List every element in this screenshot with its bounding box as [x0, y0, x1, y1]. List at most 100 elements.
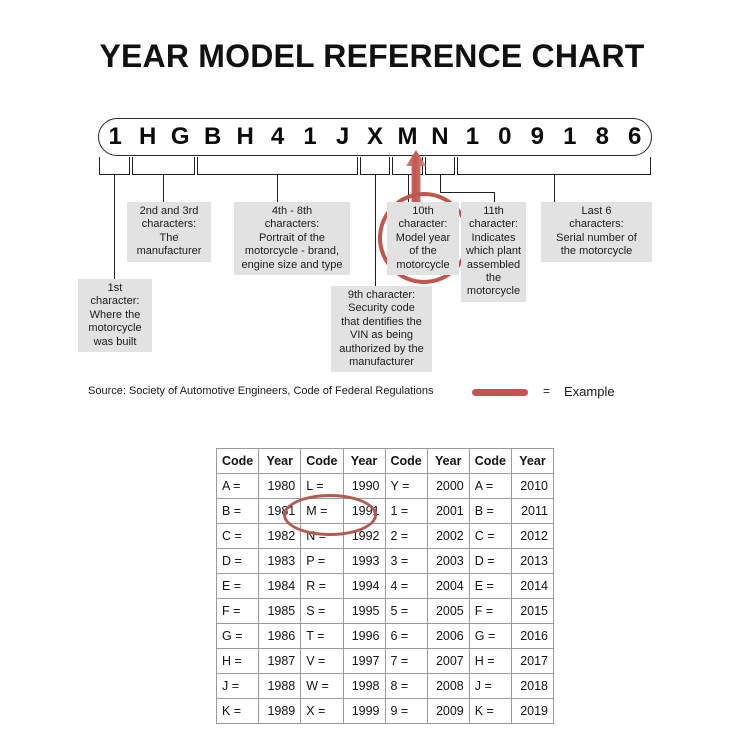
vin-char-11: N — [431, 123, 449, 150]
table-cell-r5-c5: 4 = — [384, 573, 428, 599]
table-cell-r2-c5: 1 = — [384, 498, 428, 524]
note-last6: Last 6 characters: Serial number of the mot… — [541, 202, 652, 262]
table-row: J = 1988 W = 1998 8 = 2008 J = 2018 — [215, 673, 554, 699]
table-cell-r2-c6: 2001 — [426, 498, 470, 524]
table-cell-r4-c2: 1983 — [258, 548, 302, 574]
bracket-char-4-8 — [196, 157, 358, 175]
table-cell-r2-c8: 2011 — [511, 498, 554, 524]
vin-char-12: 1 — [465, 123, 480, 150]
vin-char-7: 1 — [303, 123, 317, 150]
table-header-code-1: Code — [215, 448, 260, 474]
table-cell-r9-c3: W = — [300, 673, 344, 699]
table-cell-r2-c4: 1991 — [342, 498, 386, 524]
example-legend-equals: = — [543, 384, 551, 398]
table-cell-r4-c5: 3 = — [384, 548, 428, 574]
note-char11: 11th character: Indicates which plant assemb… — [461, 202, 526, 302]
note-char10: 10th character: Model year of the motorcycle — [387, 202, 459, 276]
table-cell-r1-c5: Y = — [384, 473, 428, 499]
table-cell-r10-c6: 2009 — [426, 698, 470, 724]
table-cell-r5-c6: 2004 — [426, 573, 470, 599]
vin-char-1: 1 — [108, 123, 122, 150]
table-cell-r9-c2: 1988 — [258, 673, 302, 699]
example-legend-label: Example — [564, 384, 615, 399]
table-row: C = 1982 N = 1992 2 = 2002 C = 2012 — [215, 523, 554, 549]
table-cell-r8-c1: H = — [215, 648, 260, 674]
table-cell-r1-c6: 2000 — [426, 473, 470, 499]
table-row: A = 1980 L = 1990 Y = 2000 A = 2010 — [215, 473, 554, 499]
table-cell-r2-c1: B = — [215, 498, 260, 524]
table-header-year-4: Year — [511, 448, 554, 474]
leader-char-1 — [114, 175, 116, 279]
table-cell-r3-c1: C = — [215, 523, 260, 549]
table-cell-r4-c1: D = — [215, 548, 260, 574]
table-cell-r7-c8: 2016 — [511, 623, 554, 649]
note-char2-3: 2nd and 3rd characters: The manufacturer — [127, 202, 211, 262]
table-cell-r1-c7: A = — [468, 473, 513, 499]
table-cell-r10-c5: 9 = — [384, 698, 428, 724]
table-cell-r5-c7: E = — [468, 573, 513, 599]
table-row: F = 1985 S = 1995 5 = 2005 F = 2015 — [215, 598, 554, 624]
table-cell-r6-c7: F = — [468, 598, 513, 624]
source-text: Source: Society of Automotive Engineers,… — [88, 385, 434, 397]
table-header-code-2: Code — [300, 448, 344, 474]
leader-char-4-8 — [277, 175, 279, 202]
table-cell-r7-c4: 1996 — [342, 623, 386, 649]
table-row: K = 1989 X = 1999 9 = 2009 K = 2019 — [215, 698, 554, 724]
table-cell-r10-c7: K = — [468, 698, 513, 724]
table-header-code-4: Code — [468, 448, 513, 474]
bracket-char-9 — [359, 157, 391, 175]
table-cell-r1-c8: 2010 — [511, 473, 554, 499]
table-cell-r10-c4: 1999 — [342, 698, 386, 724]
vin-char-10: M — [397, 123, 418, 150]
table-cell-r8-c5: 7 = — [384, 648, 428, 674]
table-header-code-3: Code — [384, 448, 428, 474]
table-cell-r3-c2: 1982 — [258, 523, 302, 549]
table-cell-r3-c7: C = — [468, 523, 513, 549]
table-cell-r2-c2: 1981 — [258, 498, 302, 524]
table-cell-r6-c6: 2005 — [426, 598, 470, 624]
vin-bracket-band — [98, 157, 652, 177]
table-cell-r3-c3: N = — [300, 523, 344, 549]
code-year-table: Code Year Code Year Code Year Code Year A = 1980… — [215, 448, 554, 724]
table-cell-r4-c4: 1993 — [342, 548, 386, 574]
table-cell-r6-c5: 5 = — [384, 598, 428, 624]
page-title: YEAR MODEL REFERENCE CHART — [99, 38, 645, 74]
table-cell-r4-c8: 2013 — [511, 548, 554, 574]
vin-char-2: H — [139, 123, 157, 150]
table-row: B = 1981 M = 1991 1 = 2001 B = 2011 — [215, 498, 554, 524]
table-cell-r3-c5: 2 = — [384, 523, 428, 549]
bracket-char-2-3 — [131, 157, 195, 175]
table-cell-r6-c4: 1995 — [342, 598, 386, 624]
vin-char-4: B — [203, 123, 222, 150]
table-cell-r8-c7: H = — [468, 648, 513, 674]
table-header-row: Code Year Code Year Code Year Code Year — [215, 448, 554, 474]
leader-char-10 — [407, 175, 409, 202]
table-row: H = 1987 V = 1997 7 = 2007 H = 2017 — [215, 648, 554, 674]
vin-char-3: G — [170, 123, 190, 150]
table-cell-r10-c8: 2019 — [511, 698, 554, 724]
leader-char-11-seg1 — [440, 175, 442, 192]
table-cell-r5-c1: E = — [215, 573, 260, 599]
table-header-year-2: Year — [342, 448, 386, 474]
table-cell-r5-c2: 1984 — [258, 573, 302, 599]
table-cell-r1-c4: 1990 — [342, 473, 386, 499]
table-cell-r8-c8: 2017 — [511, 648, 554, 674]
table-header-year-1: Year — [258, 448, 302, 474]
table-cell-r4-c7: D = — [468, 548, 513, 574]
leader-last-6 — [554, 175, 556, 202]
vin-char-14: 9 — [530, 123, 544, 150]
bracket-char-11 — [424, 157, 456, 175]
table-cell-r8-c4: 1997 — [342, 648, 386, 674]
note-char1: 1st character: Where the motorcycle was buil… — [78, 279, 152, 353]
table-cell-r6-c2: 1985 — [258, 598, 302, 624]
bracket-char-1 — [99, 157, 130, 175]
note-char4-8: 4th - 8th characters: Portrait of the motor… — [234, 202, 350, 276]
example-legend-swatch — [472, 389, 528, 396]
table-cell-r7-c1: G = — [215, 623, 260, 649]
bracket-char-12-17 — [457, 157, 651, 175]
vin-char-5: H — [236, 123, 254, 150]
table-cell-r7-c5: 6 = — [384, 623, 428, 649]
leader-char-11-seg2 — [440, 192, 494, 193]
table-cell-r3-c8: 2012 — [511, 523, 554, 549]
